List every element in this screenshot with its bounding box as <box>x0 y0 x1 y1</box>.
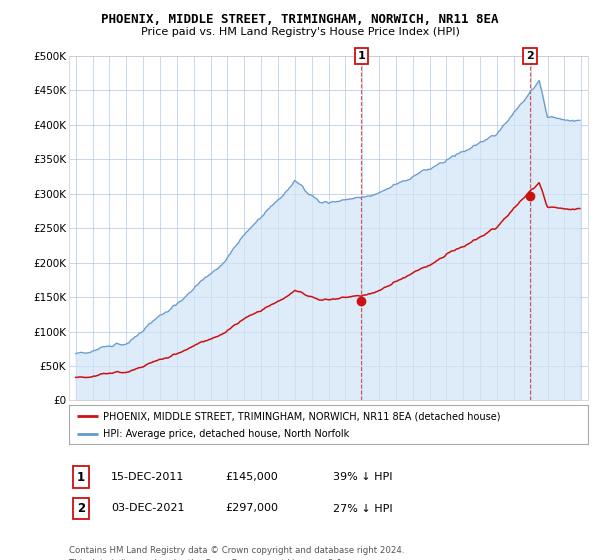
Text: PHOENIX, MIDDLE STREET, TRIMINGHAM, NORWICH, NR11 8EA: PHOENIX, MIDDLE STREET, TRIMINGHAM, NORW… <box>101 13 499 26</box>
Text: 1: 1 <box>77 470 85 484</box>
Text: £145,000: £145,000 <box>225 472 278 482</box>
Text: HPI: Average price, detached house, North Norfolk: HPI: Average price, detached house, Nort… <box>103 429 349 439</box>
Text: 39% ↓ HPI: 39% ↓ HPI <box>333 472 392 482</box>
Text: Contains HM Land Registry data © Crown copyright and database right 2024.
This d: Contains HM Land Registry data © Crown c… <box>69 546 404 560</box>
Text: £297,000: £297,000 <box>225 503 278 514</box>
Text: 27% ↓ HPI: 27% ↓ HPI <box>333 503 392 514</box>
Text: 15-DEC-2011: 15-DEC-2011 <box>111 472 184 482</box>
Text: 03-DEC-2021: 03-DEC-2021 <box>111 503 185 514</box>
Text: PHOENIX, MIDDLE STREET, TRIMINGHAM, NORWICH, NR11 8EA (detached house): PHOENIX, MIDDLE STREET, TRIMINGHAM, NORW… <box>103 411 500 421</box>
Text: 2: 2 <box>526 51 534 61</box>
Text: 2: 2 <box>77 502 85 515</box>
Text: Price paid vs. HM Land Registry's House Price Index (HPI): Price paid vs. HM Land Registry's House … <box>140 27 460 38</box>
Text: 1: 1 <box>358 51 365 61</box>
